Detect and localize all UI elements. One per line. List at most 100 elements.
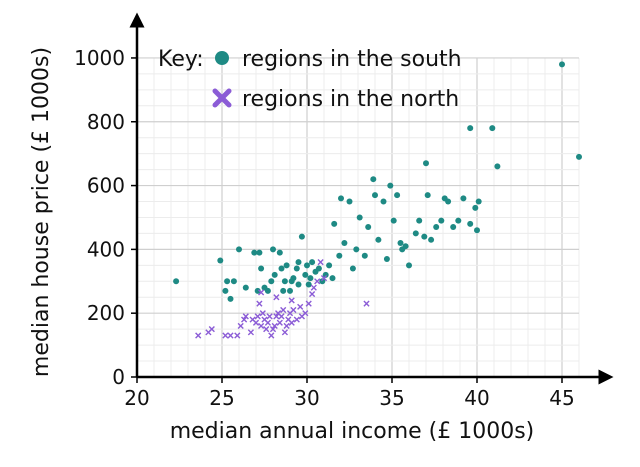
point-north: [290, 306, 297, 314]
point-south: [416, 217, 423, 224]
point-south: [217, 257, 224, 264]
y-tick-label: 1000: [74, 46, 125, 70]
point-south: [251, 249, 258, 256]
point-north: [237, 322, 244, 330]
data-points: [173, 61, 582, 339]
point-south: [280, 287, 287, 294]
point-south: [438, 217, 445, 224]
grid-lines: [136, 57, 580, 378]
point-south: [494, 163, 501, 170]
point-south: [455, 217, 462, 224]
point-south: [475, 198, 482, 205]
point-south: [298, 233, 305, 240]
point-south: [338, 195, 344, 202]
y-tick-label: 600: [87, 174, 125, 198]
y-tick-label: 800: [87, 110, 125, 134]
point-south: [319, 278, 326, 285]
point-south: [467, 220, 474, 227]
point-north: [302, 310, 309, 317]
point-south: [326, 262, 333, 269]
point-south: [387, 182, 394, 189]
point-north: [271, 322, 278, 330]
point-north: [273, 294, 280, 301]
point-south: [361, 252, 368, 259]
point-south: [315, 265, 322, 272]
point-south: [287, 287, 293, 294]
point-south: [397, 240, 404, 246]
point-south: [576, 153, 582, 160]
x-tick-label: 20: [124, 386, 149, 410]
point-north: [241, 316, 248, 323]
y-tick-label: 200: [87, 301, 125, 325]
point-south: [365, 224, 372, 231]
point-north: [227, 332, 234, 339]
point-south: [474, 227, 480, 234]
x-tick-label: 45: [549, 386, 574, 410]
point-south: [242, 284, 249, 291]
point-north: [297, 303, 304, 310]
x-tick-label: 25: [209, 386, 234, 410]
point-south: [293, 265, 300, 272]
point-north: [269, 326, 277, 333]
point-north: [254, 313, 261, 320]
x-tick-label: 30: [294, 386, 319, 410]
point-south: [559, 61, 565, 68]
y-tick-label: 0: [112, 365, 125, 389]
point-south: [173, 278, 180, 285]
point-south: [341, 240, 348, 246]
point-north: [309, 290, 316, 298]
point-south: [370, 176, 377, 183]
point-north: [283, 322, 290, 330]
point-north: [314, 278, 321, 285]
point-south: [489, 125, 496, 132]
point-north: [288, 297, 295, 304]
legend-north-label: regions in the north: [242, 87, 459, 112]
x-tick-label: 35: [379, 386, 404, 410]
point-south: [264, 287, 271, 294]
point-south: [383, 255, 390, 262]
point-south: [322, 271, 329, 278]
y-tick-label: 400: [87, 237, 125, 261]
point-north: [276, 319, 283, 326]
point-north: [208, 326, 215, 333]
point-south: [230, 278, 237, 285]
point-north: [242, 313, 249, 320]
point-south: [278, 265, 285, 272]
point-south: [450, 224, 457, 231]
point-south: [258, 265, 265, 272]
point-north: [222, 332, 229, 339]
point-south: [329, 275, 336, 282]
point-south: [421, 233, 428, 240]
point-south: [307, 275, 314, 282]
tick-labels: 20 25 30 35 40 45 0 200 400 600 800 1000: [74, 46, 575, 410]
point-north: [264, 319, 271, 326]
y-axis-title: median house price (£ 1000s): [29, 47, 54, 377]
point-north: [266, 313, 273, 320]
point-south: [349, 265, 356, 272]
point-south: [304, 262, 310, 269]
point-south: [281, 278, 288, 285]
point-north: [247, 329, 254, 336]
point-north: [268, 332, 275, 339]
point-north: [317, 259, 324, 266]
point-south: [270, 246, 276, 253]
legend-title: Key:: [158, 47, 204, 72]
point-south: [390, 217, 397, 224]
point-south: [271, 271, 278, 278]
point-south: [276, 249, 283, 256]
point-south: [445, 198, 452, 205]
axes: [129, 12, 614, 385]
point-north: [363, 300, 370, 307]
point-south: [356, 214, 363, 221]
point-north: [288, 319, 295, 326]
point-south: [423, 160, 429, 167]
point-north: [252, 319, 260, 326]
point-north: [234, 332, 241, 339]
point-south: [295, 281, 302, 288]
point-south: [428, 236, 435, 243]
point-south: [295, 259, 302, 266]
point-north: [258, 289, 265, 296]
point-north: [195, 332, 202, 339]
legend-south-label: regions in the south: [242, 47, 462, 72]
